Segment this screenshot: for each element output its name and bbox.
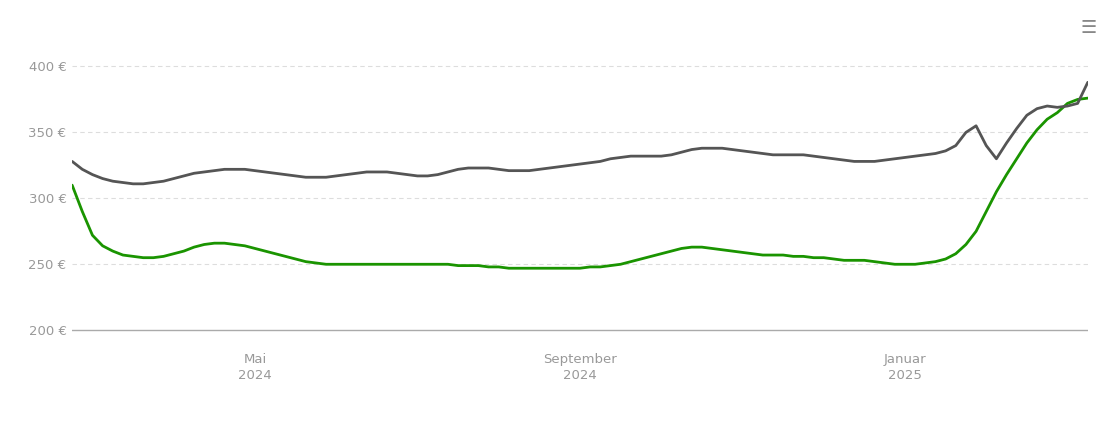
Text: ☰: ☰ — [1080, 19, 1097, 37]
